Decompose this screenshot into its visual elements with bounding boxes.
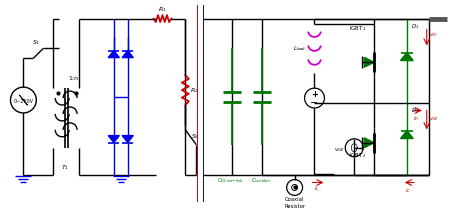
Text: $i_L$: $i_L$ (314, 184, 319, 193)
Polygon shape (122, 51, 133, 58)
Text: $R_2$: $R_2$ (190, 86, 199, 95)
Text: $S_1$: $S_1$ (32, 38, 41, 47)
Text: $R_1$: $R_1$ (158, 5, 167, 14)
Polygon shape (108, 135, 119, 142)
Polygon shape (364, 57, 374, 67)
Text: +: + (311, 90, 318, 99)
Text: $D_1$: $D_1$ (411, 22, 419, 31)
Text: $D_2$: $D_2$ (411, 106, 419, 115)
Text: 1:n: 1:n (68, 76, 78, 81)
Text: $\mathrm{IGBT}_2$: $\mathrm{IGBT}_2$ (349, 151, 366, 160)
Text: $v_{CE}$: $v_{CE}$ (429, 115, 439, 123)
Text: −: − (310, 98, 319, 108)
Text: $i_D$: $i_D$ (413, 114, 419, 123)
Text: $C_{\mathrm{snubber}}$: $C_{\mathrm{snubber}}$ (251, 177, 272, 186)
Text: $i_C$: $i_C$ (405, 186, 411, 195)
Text: Resistor: Resistor (284, 204, 305, 209)
Text: Coaxial: Coaxial (285, 197, 304, 202)
Polygon shape (401, 53, 413, 61)
Text: $S_2$: $S_2$ (191, 132, 200, 141)
Text: $L_{\mathrm{load}}$: $L_{\mathrm{load}}$ (292, 44, 306, 53)
Text: $v_{GE}$: $v_{GE}$ (334, 146, 345, 154)
Polygon shape (108, 51, 119, 58)
Text: 0~250V: 0~250V (13, 99, 34, 104)
Polygon shape (364, 138, 374, 148)
Text: $\mathrm{IGBT}_1$: $\mathrm{IGBT}_1$ (349, 25, 366, 33)
Polygon shape (401, 131, 413, 138)
Polygon shape (122, 135, 133, 142)
Text: $C_{\mathrm{DC	ext{-}link}}$: $C_{\mathrm{DC ext{-}link}}$ (217, 177, 243, 186)
Text: $v_D$: $v_D$ (429, 31, 437, 39)
Text: $T_1$: $T_1$ (61, 164, 69, 173)
